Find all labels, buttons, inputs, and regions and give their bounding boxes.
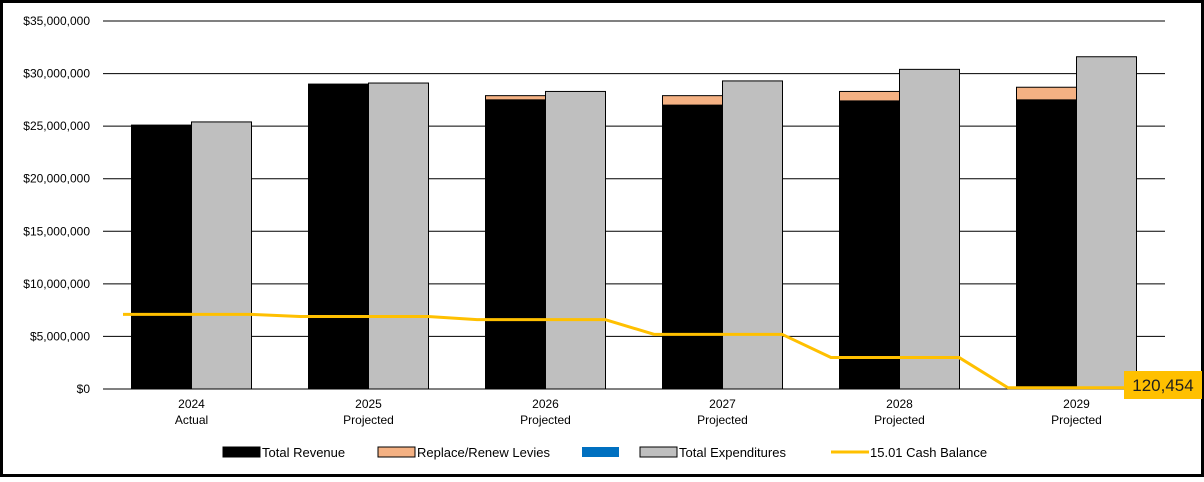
- y-tick-label: $10,000,000: [23, 277, 90, 291]
- bar-total-revenue: [1017, 100, 1077, 389]
- annotations: 120,454: [1124, 371, 1202, 399]
- x-tick-label-year: 2024: [178, 397, 205, 411]
- y-tick-label: $20,000,000: [23, 172, 90, 186]
- data-label-cash-balance: 120,454: [1132, 376, 1193, 395]
- bar-replace-renew-levies: [486, 96, 546, 100]
- y-tick-label: $0: [77, 382, 91, 396]
- bar-total-expenditures: [192, 122, 252, 389]
- bar-total-expenditures: [369, 83, 429, 389]
- bar-total-revenue: [132, 125, 192, 389]
- x-tick-label-year: 2025: [355, 397, 382, 411]
- bar-total-revenue: [486, 100, 546, 389]
- x-tick-label-year: 2026: [532, 397, 559, 411]
- bar-total-expenditures: [900, 69, 960, 389]
- y-tick-label: $15,000,000: [23, 224, 90, 238]
- x-tick-label-year: 2028: [886, 397, 913, 411]
- legend-swatch-total-revenue: [223, 447, 260, 457]
- x-tick-label-status: Projected: [874, 413, 925, 427]
- bar-total-revenue: [840, 101, 900, 389]
- legend-label-total-revenue: Total Revenue: [262, 445, 345, 460]
- bar-total-revenue: [663, 105, 723, 389]
- bar-total-expenditures: [1077, 57, 1137, 389]
- bar-total-expenditures: [723, 81, 783, 389]
- legend-label-replace-renew-levies: Replace/Renew Levies: [417, 445, 550, 460]
- x-tick-label-status: Projected: [697, 413, 748, 427]
- y-tick-label: $5,000,000: [30, 329, 90, 343]
- x-tick-label-year: 2029: [1063, 397, 1090, 411]
- x-tick-label-status: Projected: [520, 413, 571, 427]
- y-tick-label: $30,000,000: [23, 67, 90, 81]
- y-tick-label: $35,000,000: [23, 14, 90, 28]
- bar-replace-renew-levies: [840, 91, 900, 100]
- bar-total-expenditures: [546, 91, 606, 389]
- legend-swatch-replace-renew-levies: [378, 447, 415, 457]
- bar-replace-renew-levies: [1017, 87, 1077, 100]
- bar-replace-renew-levies: [663, 96, 723, 105]
- x-tick-label-status: Actual: [175, 413, 208, 427]
- legend-swatch-unnamed: [582, 447, 619, 457]
- legend-label-cash-balance: 15.01 Cash Balance: [870, 445, 987, 460]
- x-tick-label-status: Projected: [343, 413, 394, 427]
- legend-swatch-total-expenditures: [640, 447, 677, 457]
- legend-label-total-expenditures: Total Expenditures: [679, 445, 786, 460]
- x-tick-label-year: 2027: [709, 397, 736, 411]
- x-tick-label-status: Projected: [1051, 413, 1102, 427]
- y-tick-label: $25,000,000: [23, 119, 90, 133]
- bar-total-revenue: [309, 84, 369, 389]
